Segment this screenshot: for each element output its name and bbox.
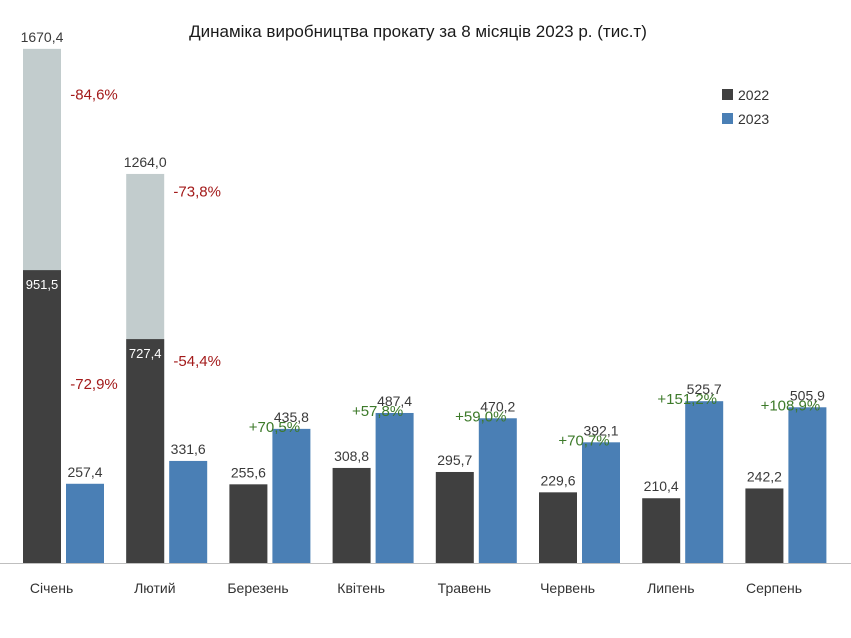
value-labels: 1670,4 951,5 257,4 1264,0 727,4 331,6 255,6 435… [21, 29, 826, 494]
change-labels: -84,6% -72,9% -73,8% -54,4% +70,5% +57,8% +59,… [70, 86, 820, 449]
legend-swatch-2023 [722, 113, 733, 124]
bar-2023 [582, 442, 620, 563]
bar-2022 [332, 467, 371, 563]
value-label-2023: 470,2 [480, 398, 515, 414]
value-label-2023: 487,4 [377, 393, 412, 409]
value-label-2023: 331,6 [171, 441, 206, 457]
upper-change-label: -84,6% [70, 86, 118, 103]
bar-2023 [478, 418, 517, 563]
bar-2022 [126, 339, 165, 563]
category-label: Лютий [134, 580, 175, 596]
legend: 2022 2023 [722, 87, 769, 127]
category-labels: Січень Лютий Березень Квітень Травень Червень… [30, 580, 802, 596]
change-label: +59,0% [455, 408, 506, 425]
legend-swatch-2022 [722, 89, 733, 100]
change-label: +108,9% [761, 397, 821, 414]
change-label: +57,8% [352, 403, 403, 420]
bar-2022 [435, 471, 474, 563]
value-label-2022: 255,6 [231, 464, 266, 480]
bar-2022 [229, 484, 268, 563]
category-label: Липень [647, 580, 694, 596]
value-label-2022: 951,5 [26, 277, 59, 292]
value-label-2022: 295,7 [437, 452, 472, 468]
legend-label-2022: 2022 [738, 87, 769, 103]
bar-2023 [375, 412, 414, 563]
legend-label-2023: 2023 [738, 111, 769, 127]
change-label: -72,9% [70, 376, 118, 393]
upper-change-label: -73,8% [173, 184, 221, 201]
bar-2022 [745, 488, 784, 563]
value-label-2022: 210,4 [644, 478, 679, 494]
value-label-2023: 392,1 [583, 422, 618, 438]
bar-2023 [169, 460, 208, 563]
bar-2022 [23, 270, 61, 563]
value-label-2023: 505,9 [790, 387, 825, 403]
value-label-extra: 1670,4 [21, 29, 64, 45]
bars-layer [23, 270, 827, 563]
category-label: Серпень [746, 580, 802, 596]
bar-2022 [642, 498, 681, 563]
value-label-2022: 229,6 [540, 472, 575, 488]
category-label: Червень [540, 580, 595, 596]
value-label-2022: 308,8 [334, 448, 369, 464]
chart-title: Динаміка виробництва прокату за 8 місяці… [189, 22, 647, 41]
category-label: Березень [227, 580, 288, 596]
value-label-2023: 435,8 [274, 409, 309, 425]
change-label: +70,7% [558, 432, 609, 449]
value-label-2023: 525,7 [687, 381, 722, 397]
bar-2023 [66, 483, 104, 563]
value-label-2022: 727,4 [129, 346, 162, 361]
bar-2023 [788, 407, 827, 563]
value-label-2022: 242,2 [747, 468, 782, 484]
category-label: Травень [438, 580, 491, 596]
bar-2023 [685, 401, 724, 563]
change-label: +70,5% [249, 419, 300, 436]
value-label-2023: 257,4 [67, 464, 102, 480]
category-label: Квітень [337, 580, 385, 596]
value-label-extra: 1264,0 [124, 154, 167, 170]
bar-2022 [539, 492, 577, 563]
change-label: -54,4% [173, 353, 221, 370]
category-label: Січень [30, 580, 73, 596]
bar-2023 [272, 428, 311, 563]
change-label: +151,2% [657, 391, 717, 408]
